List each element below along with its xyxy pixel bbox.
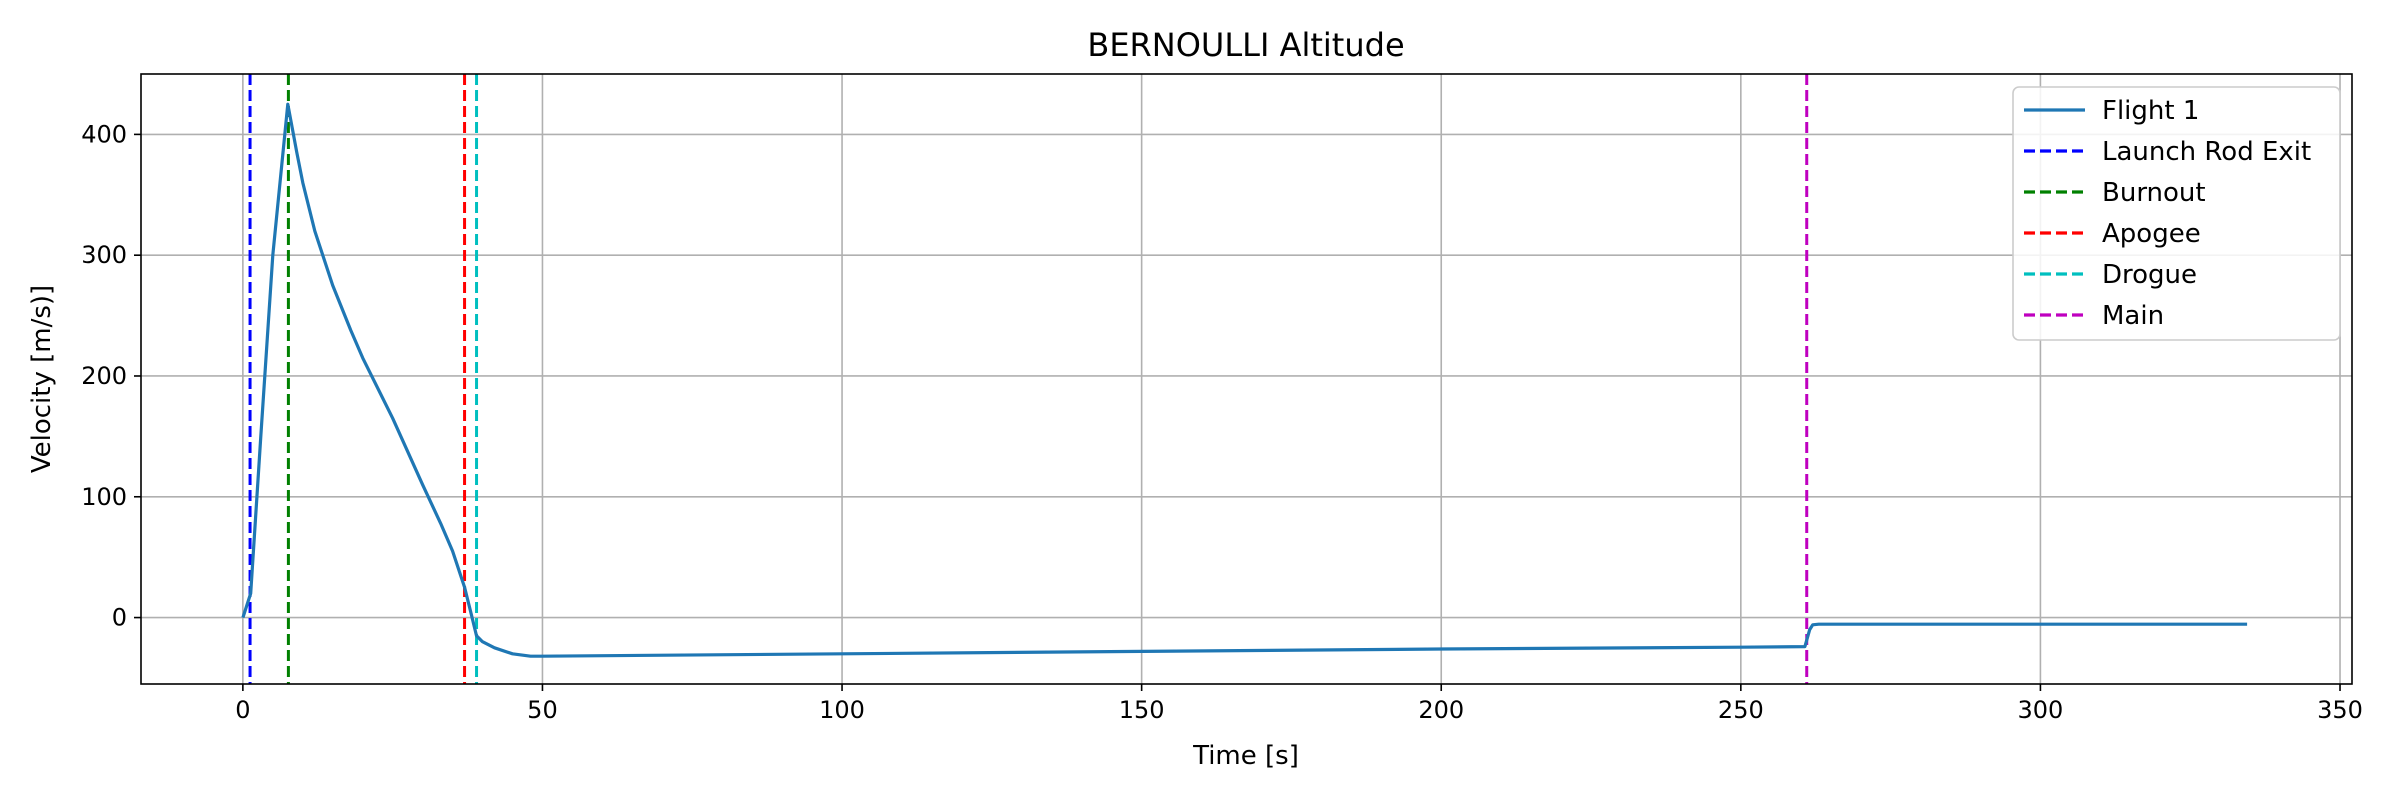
y-tick-label: 200 [81, 362, 127, 390]
legend-label: Flight 1 [2102, 96, 2199, 126]
plot-frame [140, 73, 2353, 685]
x-tick-label: 100 [819, 696, 865, 724]
x-tick-label: 300 [2018, 696, 2064, 724]
legend: Flight 1 Launch Rod Exit Burnout Apogee Drog… [2012, 86, 2341, 341]
y-axis-ticks: 0 100 200 300 400 [81, 120, 141, 632]
x-tick-label: 150 [1119, 696, 1165, 724]
x-axis-label: Time [s] [1192, 741, 1299, 771]
series-line-flight-1 [241, 102, 2248, 658]
x-tick-label: 200 [1418, 696, 1464, 724]
legend-label: Launch Rod Exit [2102, 137, 2311, 167]
grid-lines [141, 74, 2352, 684]
x-tick-label: 350 [2317, 696, 2363, 724]
y-tick-label: 0 [112, 604, 127, 632]
x-tick-label: 250 [1718, 696, 1764, 724]
legend-label: Main [2102, 301, 2164, 331]
x-tick-label: 50 [527, 696, 558, 724]
y-axis-label: Velocity [m/s)] [27, 285, 57, 473]
x-axis-ticks: 0 50 100 150 200 250 300 350 [235, 684, 2363, 724]
series-lines [241, 102, 2248, 658]
y-tick-label: 100 [81, 483, 127, 511]
y-tick-label: 400 [81, 120, 127, 148]
legend-label: Drogue [2102, 260, 2197, 290]
legend-box [2012, 86, 2341, 341]
y-tick-label: 300 [81, 241, 127, 269]
legend-label: Burnout [2102, 178, 2206, 208]
chart-title: BERNOULLI Altitude [1087, 26, 1404, 64]
legend-label: Apogee [2102, 219, 2201, 249]
x-tick-label: 0 [235, 696, 250, 724]
plot-area [141, 74, 2352, 684]
event-lines [248, 74, 1809, 684]
